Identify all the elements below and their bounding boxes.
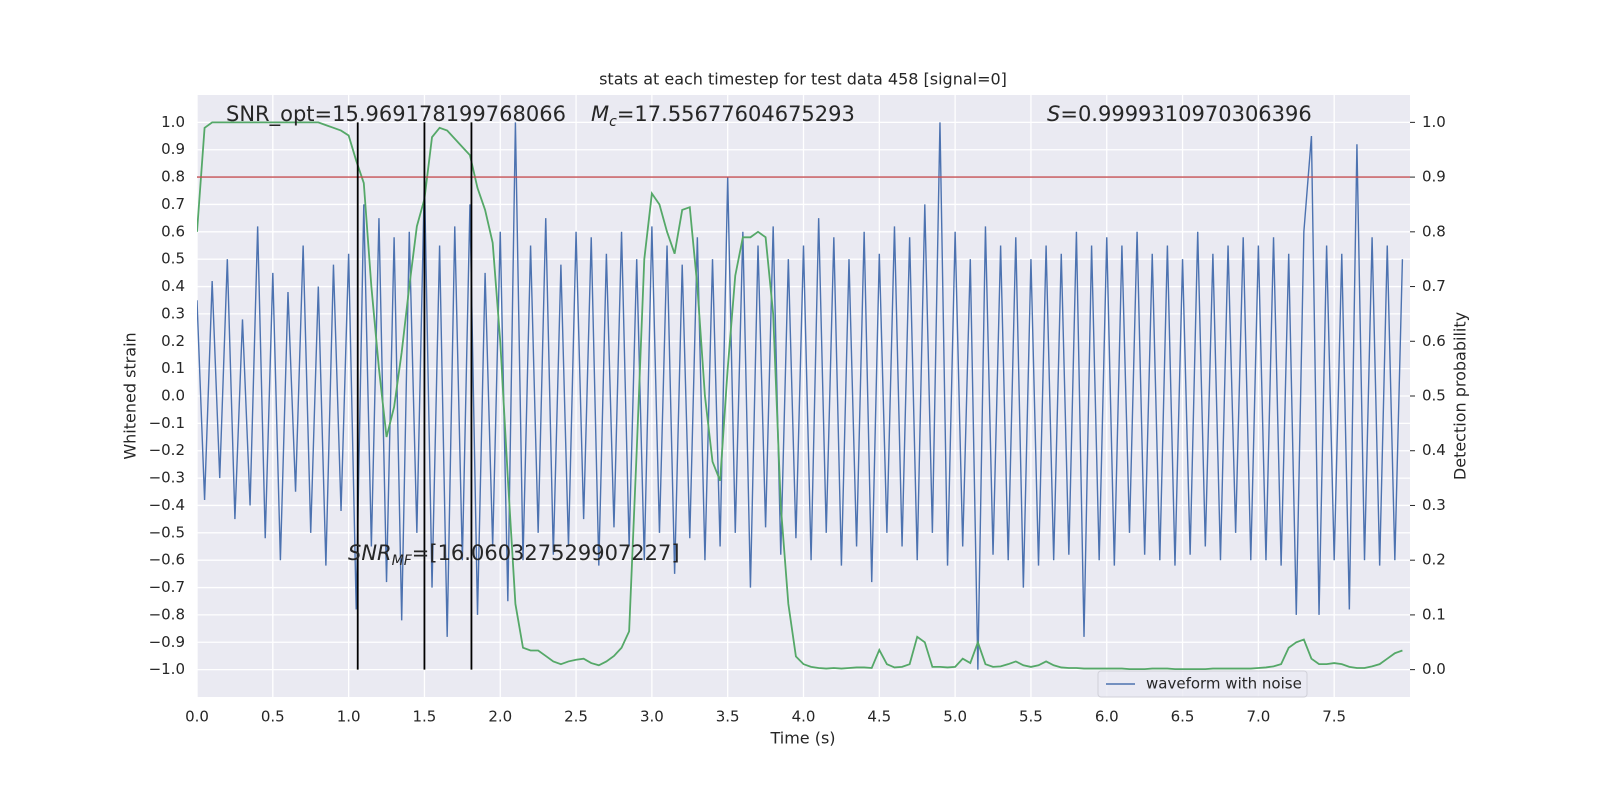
y2-tick-label: 0.7: [1422, 277, 1446, 295]
y-axis-label: Whitened strain: [121, 332, 140, 459]
annotation: SNRMF=[16.060327529907227]: [348, 541, 680, 569]
y-tick-label: −0.7: [149, 578, 185, 596]
marks: [197, 121, 1404, 670]
y-tick-label: 0.3: [161, 304, 185, 322]
y-tick-label: 0.4: [161, 277, 185, 295]
y-tick-label: −0.1: [149, 414, 185, 432]
annotation-part: S: [1047, 102, 1060, 126]
x-tick-label: 4.0: [792, 708, 816, 726]
y2-tick-label: 0.6: [1422, 332, 1446, 350]
annotation-part: c: [609, 114, 617, 130]
chart-title: stats at each timestep for test data 458…: [599, 70, 1007, 89]
annotation-part: MF: [392, 553, 413, 569]
x-tick-label: 5.5: [1019, 708, 1043, 726]
x-tick-label: 0.0: [185, 708, 209, 726]
y-tick-label: −0.9: [149, 633, 185, 651]
annotation-part: SNR_opt=15.969178199768066: [226, 102, 566, 127]
x-tick-label: 1.0: [337, 708, 361, 726]
x-tick-label: 6.5: [1171, 708, 1195, 726]
y2-tick-label: 0.8: [1422, 222, 1446, 240]
y-tick-label: 0.7: [161, 195, 185, 213]
x-tick-label: 3.0: [640, 708, 664, 726]
annotation-part: =[16.060327529907227]: [412, 541, 680, 565]
annotation-part: SNR: [348, 541, 392, 565]
legend-label: waveform with noise: [1146, 675, 1302, 693]
y-tick-label: 0.9: [161, 140, 185, 158]
y2-tick-label: 0.9: [1422, 168, 1446, 186]
x-tick-label: 5.0: [943, 708, 967, 726]
annotation: SNR_opt=15.969178199768066: [226, 102, 566, 127]
x-tick-label: 0.5: [261, 708, 285, 726]
y2-tick-label: 0.5: [1422, 387, 1446, 405]
y-tick-label: −1.0: [149, 660, 185, 678]
y2-tick-label: 0.3: [1422, 496, 1446, 514]
y2-tick-label: 1.0: [1422, 113, 1446, 131]
y2-axis-label: Detection probability: [1451, 312, 1470, 480]
y-tick-label: −0.8: [149, 605, 185, 623]
y-tick-label: 0.0: [161, 387, 185, 405]
y-tick-label: −0.3: [149, 469, 185, 487]
annotation-part: =17.55677604675293: [617, 102, 855, 126]
x-tick-label: 3.5: [716, 708, 740, 726]
y2-tick-label: 0.0: [1422, 660, 1446, 678]
y2-tick-label: 0.1: [1422, 605, 1446, 623]
series-line: [197, 121, 1403, 670]
y2-tick-label: 0.4: [1422, 441, 1446, 459]
x-tick-label: 2.0: [488, 708, 512, 726]
y-tick-label: 0.2: [161, 332, 185, 350]
y-tick-label: −0.6: [149, 551, 185, 569]
annotation: Mc=17.55677604675293: [591, 102, 855, 130]
y-tick-label: 1.0: [161, 113, 185, 131]
x-tick-label: 6.0: [1095, 708, 1119, 726]
y2-tick-label: 0.2: [1422, 551, 1446, 569]
y-tick-label: −0.2: [149, 441, 185, 459]
annotation-part: M: [591, 102, 609, 126]
annotation: S=0.9999310970306396: [1047, 102, 1312, 126]
x-tick-label: 4.5: [867, 708, 891, 726]
y-tick-label: 0.5: [161, 250, 185, 268]
x-tick-label: 7.0: [1246, 708, 1270, 726]
legend: waveform with noise: [1097, 670, 1308, 698]
x-tick-label: 1.5: [413, 708, 437, 726]
y-tick-label: 0.6: [161, 222, 185, 240]
y-tick-label: 0.8: [161, 168, 185, 186]
x-axis-label: Time (s): [769, 729, 835, 748]
annotation-part: =0.9999310970306396: [1060, 102, 1311, 126]
labels: 0.0 0.5 1.0 1.5 2.0 2.5 3.0 3.5 4.0 4.5 5.0 5.5 6.0 6…: [149, 102, 1446, 726]
y-tick-label: −0.4: [149, 496, 185, 514]
y-tick-label: −0.5: [149, 523, 185, 541]
y-tick-label: 0.1: [161, 359, 185, 377]
x-tick-label: 2.5: [564, 708, 588, 726]
legend-box: [1097, 670, 1308, 698]
series-line: [197, 122, 1404, 670]
x-tick-label: 7.5: [1322, 708, 1346, 726]
